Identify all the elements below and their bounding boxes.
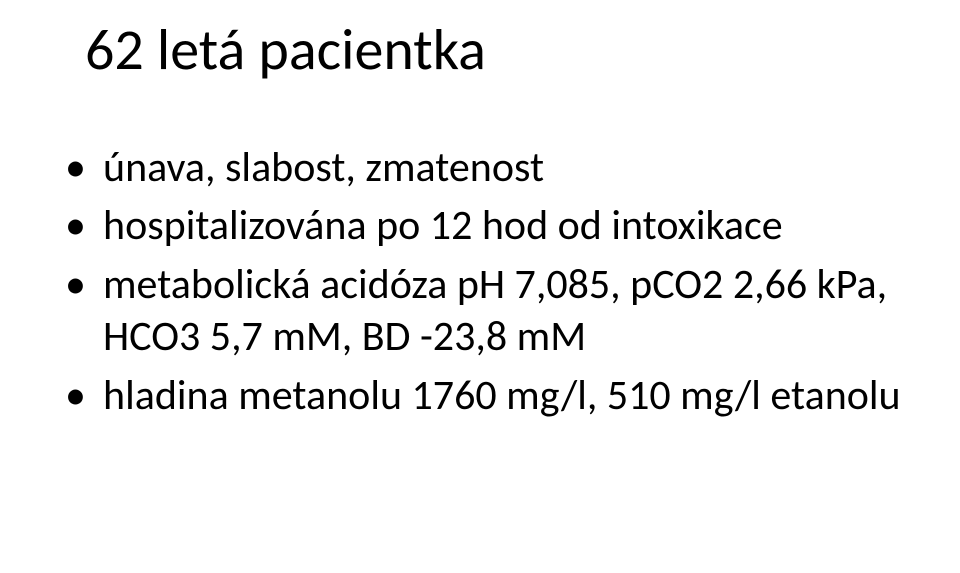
bullet-list: únava, slabost, zmatenost hospitalizován… <box>65 142 910 429</box>
list-item: únava, slabost, zmatenost <box>65 142 910 195</box>
slide: 62 letá pacientka únava, slabost, zmaten… <box>0 0 960 573</box>
list-item: hospitalizována po 12 hod od intoxikace <box>65 200 910 253</box>
slide-title: 62 letá pacientka <box>85 18 910 82</box>
list-item: metabolická acidóza pH 7,085, pCO2 2,66 … <box>65 259 910 364</box>
list-item: hladina metanolu 1760 mg/l, 510 mg/l eta… <box>65 370 910 423</box>
